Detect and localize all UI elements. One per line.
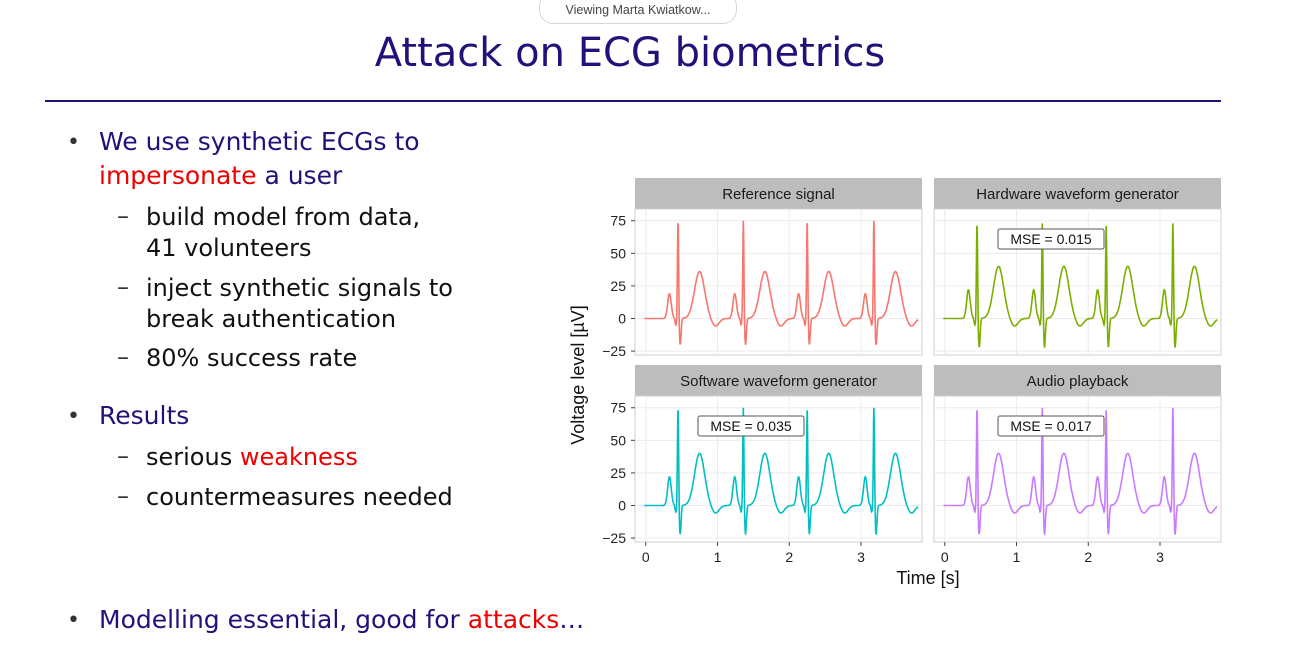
bullet-1-tail: a user (256, 161, 343, 190)
mse-label: MSE = 0.017 (1010, 418, 1092, 434)
y-tick-label: 50 (610, 432, 626, 448)
y-tick-label: 0 (618, 498, 626, 514)
sub-item-2-line-2: break authentication (146, 305, 397, 333)
bullet-3-ellipsis: … (559, 605, 585, 634)
bullet-dot: • (67, 404, 80, 429)
panel-strip (934, 365, 1221, 396)
y-axis-label: Voltage level [µV] (568, 305, 588, 444)
panel-title: Reference signal (722, 186, 835, 203)
x-tick-label: 2 (1084, 549, 1092, 565)
viewing-participant-pill[interactable]: Viewing Marta Kwiatkow... (539, 0, 737, 24)
mse-label: MSE = 0.015 (1010, 231, 1092, 247)
x-tick-label: 1 (714, 549, 722, 565)
x-tick-label: 1 (1013, 549, 1021, 565)
panel-strip (934, 178, 1221, 209)
sub-item-5: countermeasures needed (146, 483, 453, 511)
mse-box (997, 415, 1105, 437)
bullet-1-line-1: We use synthetic ECGs to (99, 127, 420, 156)
sub-dash: – (117, 442, 129, 470)
x-tick-label: 0 (642, 549, 650, 565)
mse-box (697, 415, 805, 437)
bullet-dot: • (67, 130, 80, 155)
ecg-chart: Reference signal −25 0 25 50 75 Hardware wavef… (568, 178, 1222, 588)
sub-item-1-line-1: build model from data, (146, 203, 421, 231)
bullet-2: Results (99, 401, 190, 430)
ecg-series-line (644, 220, 919, 346)
ecg-series-line (943, 407, 1218, 536)
bullet-3: Modelling essential, good for attacks… (99, 603, 584, 637)
sub-dash: – (117, 482, 129, 510)
mse-box (997, 228, 1105, 250)
sub-item-3: 80% success rate (146, 344, 358, 372)
ecg-figure: Reference signal −25 0 25 50 75 Hardware wavef… (560, 170, 1230, 599)
panel-title: Audio playback (1027, 373, 1129, 390)
x-axis-label: Time [s] (896, 568, 959, 588)
y-tick-label: 0 (618, 311, 626, 327)
bullet-1-line-2: impersonate a user (99, 159, 342, 193)
y-tick-label: 75 (610, 400, 626, 416)
highlight-attacks: attacks (467, 605, 560, 634)
y-tick-label: −25 (602, 343, 626, 359)
x-tick-label: 0 (941, 549, 949, 565)
y-tick-label: −25 (602, 530, 626, 546)
slide-title: Attack on ECG biometrics (374, 30, 886, 76)
sub-dash: – (117, 343, 129, 371)
title-divider (45, 100, 1221, 102)
ecg-series-line (943, 223, 1218, 349)
sub-item-4-text: serious (146, 443, 240, 471)
y-tick-label: 25 (610, 465, 626, 481)
mse-label: MSE = 0.035 (710, 418, 792, 434)
bullet-3-text: Modelling essential, good for (99, 605, 468, 634)
sub-item-2-line-1: inject synthetic signals to (146, 274, 453, 302)
ecg-series-line (644, 407, 919, 536)
bullet-dot: • (67, 608, 80, 633)
x-tick-label: 3 (857, 549, 865, 565)
x-tick-label: 2 (785, 549, 793, 565)
y-tick-label: 25 (610, 278, 626, 294)
x-tick-label: 3 (1156, 549, 1164, 565)
panel-title: Software waveform generator (680, 373, 877, 390)
panel-strip (635, 365, 922, 396)
panel-title: Hardware waveform generator (976, 186, 1179, 203)
viewing-label: Viewing Marta Kwiatkow... (565, 3, 711, 17)
sub-dash: – (117, 202, 129, 230)
highlight-weakness: weakness (239, 443, 358, 471)
y-tick-label: 75 (610, 213, 626, 229)
sub-item-4: serious weakness (146, 442, 358, 473)
panel-strip (635, 178, 922, 209)
y-tick-label: 50 (610, 245, 626, 261)
sub-item-1-line-2: 41 volunteers (146, 234, 312, 262)
highlight-impersonate: impersonate (99, 161, 257, 190)
sub-dash: – (117, 273, 129, 301)
